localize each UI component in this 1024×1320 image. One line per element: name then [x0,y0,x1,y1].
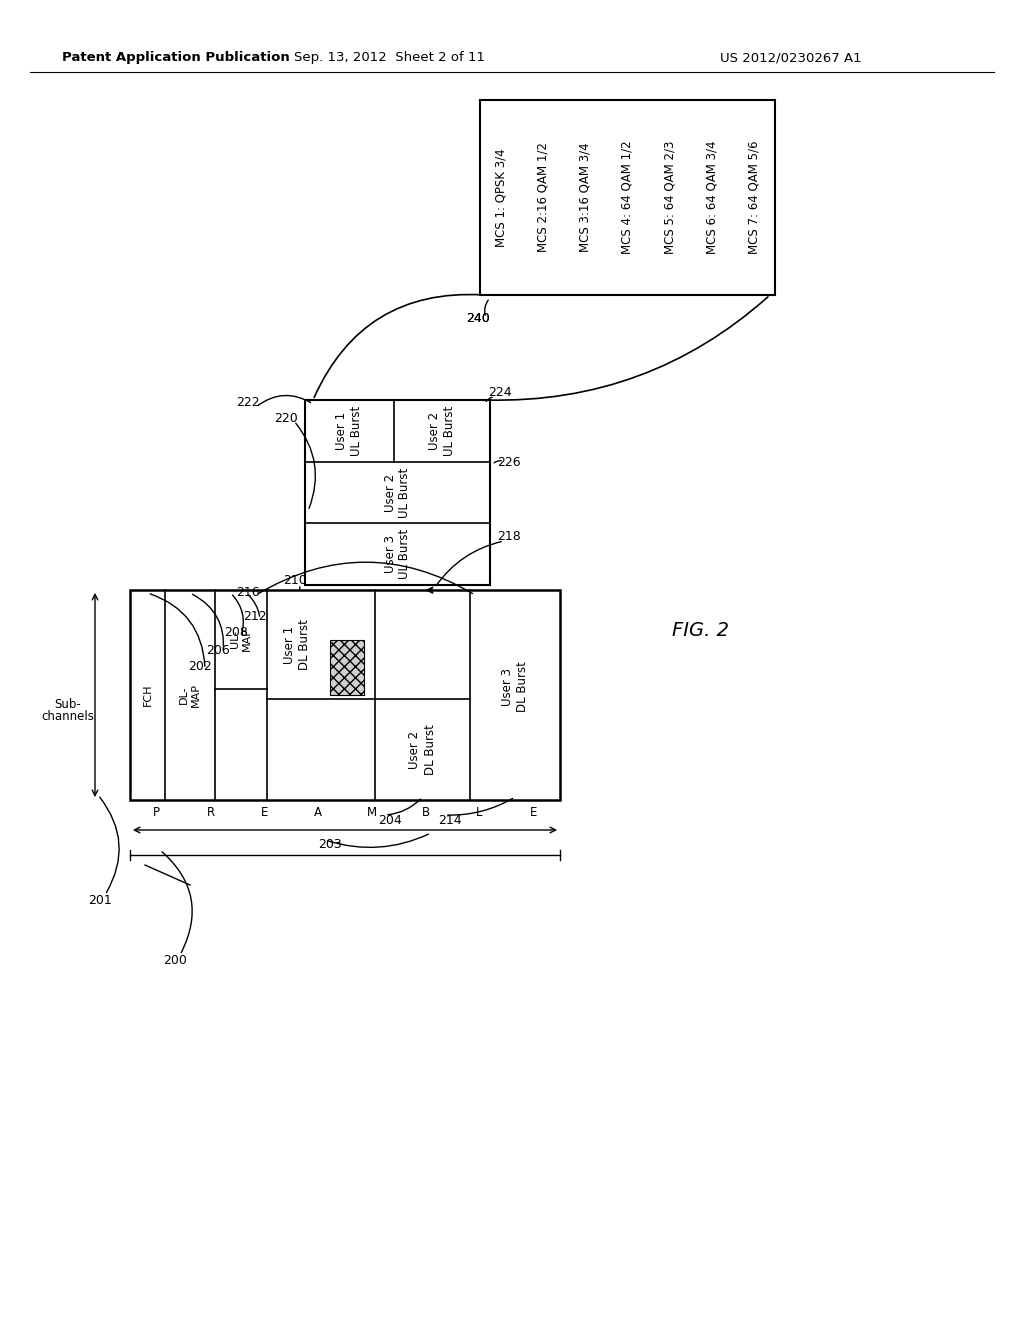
Text: 212: 212 [243,610,267,623]
FancyArrowPatch shape [314,294,482,397]
Text: E: E [529,807,537,820]
Text: channels: channels [42,710,94,723]
Text: MCS 7: 64 QAM 5/6: MCS 7: 64 QAM 5/6 [748,141,761,255]
FancyArrowPatch shape [248,595,260,616]
FancyArrowPatch shape [487,297,768,400]
FancyArrowPatch shape [162,851,193,953]
Text: FIG. 2: FIG. 2 [672,620,728,639]
Text: User 2
UL Burst: User 2 UL Burst [384,467,412,517]
FancyArrowPatch shape [427,587,433,593]
Text: 240: 240 [466,312,489,325]
FancyArrowPatch shape [484,300,488,315]
Text: 208: 208 [224,627,248,639]
Text: B: B [422,807,430,820]
Text: 202: 202 [188,660,212,672]
Text: MCS 5: 64 QAM 2/3: MCS 5: 64 QAM 2/3 [664,141,676,255]
Bar [305,400,490,585]
Text: P: P [154,807,161,820]
Text: Sub-: Sub- [54,698,81,711]
Text: US 2012/0230267 A1: US 2012/0230267 A1 [720,51,861,65]
Text: User 3
UL Burst: User 3 UL Burst [384,529,412,579]
Text: 210: 210 [283,574,307,587]
Text: User 2
UL Burst: User 2 UL Burst [428,405,456,455]
Text: DL-
MAP: DL- MAP [179,682,201,708]
Text: User 1
UL Burst: User 1 UL Burst [336,405,364,455]
Text: M: M [367,807,377,820]
Text: 203: 203 [318,838,342,851]
Text: MCS 3:16 QAM 3/4: MCS 3:16 QAM 3/4 [579,143,592,252]
Text: 216: 216 [237,586,260,598]
Text: 206: 206 [206,644,229,656]
Text: 218: 218 [497,529,521,543]
Bar [330,640,365,696]
Text: Patent Application Publication: Patent Application Publication [62,51,290,65]
Text: 201: 201 [88,894,112,907]
Text: 204: 204 [378,813,401,826]
FancyArrowPatch shape [486,397,493,401]
Text: 222: 222 [237,396,260,408]
FancyArrowPatch shape [447,799,513,816]
Text: 224: 224 [488,385,512,399]
Text: 240: 240 [466,312,489,325]
Text: 200: 200 [163,953,187,966]
Text: R: R [207,807,215,820]
Text: MCS 6: 64 QAM 3/4: MCS 6: 64 QAM 3/4 [706,141,718,255]
FancyArrowPatch shape [494,461,502,463]
FancyArrowPatch shape [193,594,223,651]
Text: 226: 226 [498,457,521,470]
Text: Sep. 13, 2012  Sheet 2 of 11: Sep. 13, 2012 Sheet 2 of 11 [295,51,485,65]
Text: MCS 2:16 QAM 1/2: MCS 2:16 QAM 1/2 [537,143,550,252]
FancyArrowPatch shape [151,594,205,667]
Text: UL-
MAP: UL- MAP [230,627,252,651]
FancyArrowPatch shape [99,797,119,892]
Text: 220: 220 [274,412,298,425]
Text: User 3
DL Burst: User 3 DL Burst [501,661,529,713]
FancyArrowPatch shape [258,396,310,405]
Text: L: L [476,807,482,820]
Text: FCH: FCH [142,684,153,706]
Bar [130,590,560,800]
FancyArrowPatch shape [258,562,473,594]
Text: MCS 1: QPSK 3/4: MCS 1: QPSK 3/4 [495,148,508,247]
Text: 214: 214 [438,813,462,826]
Bar [480,100,775,294]
Text: E: E [261,807,268,820]
Text: User 2
DL Burst: User 2 DL Burst [409,725,436,775]
FancyArrowPatch shape [296,424,315,508]
FancyArrowPatch shape [328,834,428,847]
FancyArrowPatch shape [388,799,421,814]
Text: A: A [314,807,323,820]
FancyArrowPatch shape [436,541,502,586]
Text: User 1
DL Burst: User 1 DL Burst [284,619,311,671]
FancyArrowPatch shape [232,595,244,634]
Text: MCS 4: 64 QAM 1/2: MCS 4: 64 QAM 1/2 [621,141,634,255]
